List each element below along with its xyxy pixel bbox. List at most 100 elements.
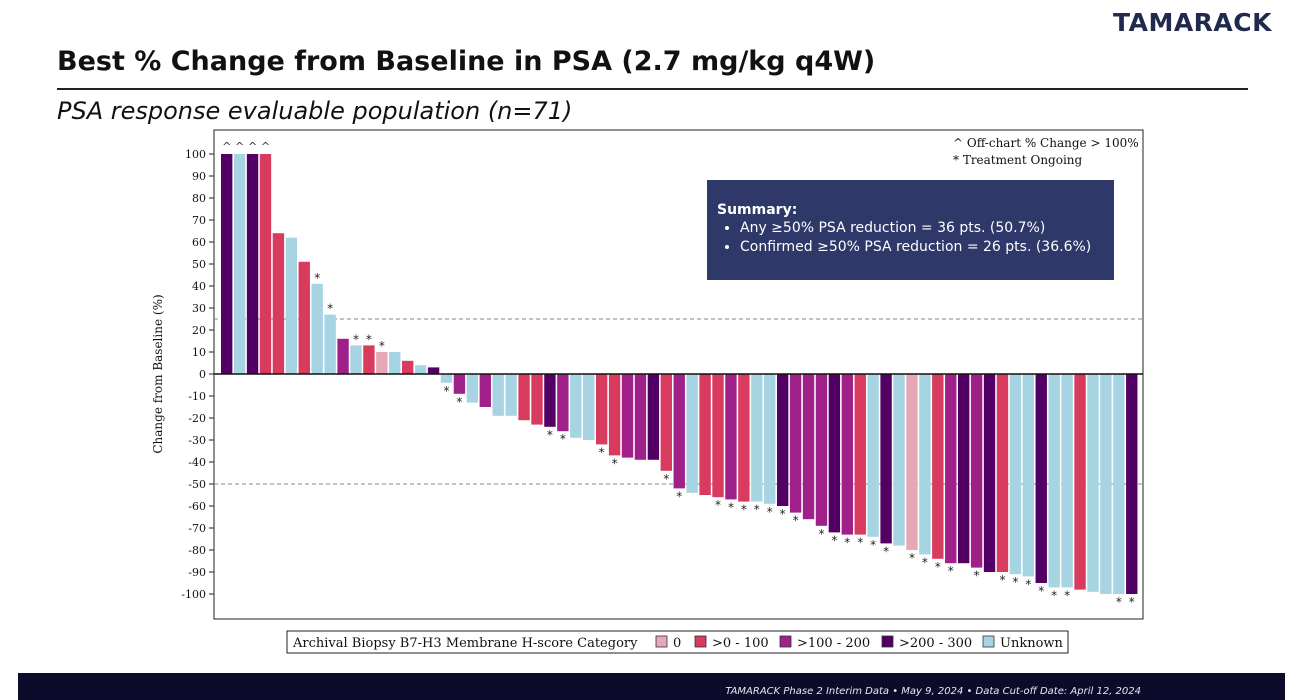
legend-swatch — [779, 635, 792, 648]
summary-bullet-any-reduction: Any ≥50% PSA reduction = 36 pts. (50.7%) — [740, 219, 1114, 238]
ongoing-marker: * — [818, 527, 824, 541]
bar — [867, 374, 879, 537]
bar — [1087, 374, 1099, 592]
legend-swatch — [982, 635, 995, 648]
ongoing-marker: * — [366, 332, 372, 346]
ongoing-marker: * — [456, 395, 462, 409]
ongoing-marker: * — [353, 332, 359, 346]
bar — [1074, 374, 1086, 590]
legend-label: 0 — [673, 636, 681, 651]
ongoing-marker: * — [327, 302, 333, 316]
bar — [595, 374, 608, 445]
ongoing-marker: * — [1038, 584, 1044, 598]
bar — [880, 374, 892, 544]
ongoing-marker: * — [754, 503, 760, 517]
bar — [414, 365, 427, 374]
bar — [815, 374, 828, 526]
bar — [970, 374, 983, 568]
bar — [1126, 374, 1138, 594]
legend-label: >200 - 300 — [899, 636, 972, 651]
ongoing-marker: * — [935, 560, 941, 574]
bar — [1009, 374, 1022, 575]
y-tick-label: -20 — [188, 412, 206, 425]
bar — [233, 154, 246, 374]
bar — [789, 374, 802, 513]
y-tick-label: -30 — [188, 434, 206, 447]
summary-heading: Summary: — [717, 202, 798, 218]
bar — [660, 374, 672, 471]
off-chart-marker: ^ — [222, 140, 231, 153]
bar — [583, 374, 595, 440]
bar — [570, 374, 582, 438]
bar — [298, 261, 310, 374]
slide-subtitle: PSA response evaluable population (n=71) — [57, 97, 573, 125]
bar — [621, 374, 634, 458]
ongoing-marker: * — [314, 271, 320, 285]
bar — [402, 360, 414, 374]
company-logo: TAMARACK — [1112, 8, 1272, 37]
ongoing-marker: * — [831, 533, 837, 547]
ongoing-marker: * — [883, 544, 889, 558]
bar — [802, 374, 815, 520]
y-tick-label: 60 — [192, 236, 206, 249]
bar — [285, 237, 298, 374]
summary-bullet-confirmed-reduction: Confirmed ≥50% PSA reduction = 26 pts. (… — [740, 238, 1114, 257]
ongoing-marker: * — [1025, 577, 1031, 591]
bar — [673, 374, 685, 489]
y-tick-label: -80 — [188, 544, 206, 557]
bar — [1061, 374, 1073, 588]
y-tick-label: -60 — [188, 500, 206, 513]
legend-label: Unknown — [1000, 636, 1064, 651]
y-tick-label: 70 — [192, 214, 206, 227]
ongoing-marker: * — [612, 456, 618, 470]
bar — [531, 374, 543, 425]
summary-list: Any ≥50% PSA reduction = 36 pts. (50.7%)… — [717, 219, 1114, 257]
bar — [957, 374, 970, 564]
y-tick-label: 40 — [192, 280, 206, 293]
bar — [350, 345, 362, 374]
chart-note: ^ Off-chart % Change > 100% — [953, 136, 1139, 150]
ongoing-marker: * — [741, 503, 747, 517]
bar — [1048, 374, 1060, 588]
y-tick-label: 10 — [192, 346, 206, 359]
ongoing-marker: * — [728, 500, 734, 514]
ongoing-marker: * — [767, 505, 773, 519]
bar — [647, 374, 660, 460]
y-tick-label: -100 — [181, 588, 206, 601]
ongoing-marker: * — [676, 489, 682, 503]
off-chart-marker: ^ — [235, 140, 244, 153]
bar — [712, 374, 724, 498]
bar — [1100, 374, 1112, 594]
ongoing-marker: * — [870, 538, 876, 552]
y-tick-label: -40 — [188, 456, 206, 469]
ongoing-marker: * — [1116, 595, 1122, 609]
ongoing-marker: * — [780, 507, 786, 521]
bar — [932, 374, 944, 559]
bar — [996, 374, 1009, 572]
bar — [376, 352, 388, 374]
bar — [854, 374, 866, 535]
y-tick-label: 80 — [192, 192, 206, 205]
bar — [841, 374, 853, 535]
bar — [479, 374, 491, 407]
bar — [725, 374, 737, 500]
y-tick-label: 30 — [192, 302, 206, 315]
ongoing-marker: * — [663, 472, 669, 486]
legend-title: Archival Biopsy B7-H3 Membrane H-score C… — [292, 636, 638, 651]
y-tick-label: -10 — [188, 390, 206, 403]
bar — [505, 374, 517, 416]
bar — [427, 367, 440, 374]
ongoing-marker: * — [1051, 588, 1057, 602]
bar — [1113, 374, 1125, 594]
bar — [983, 374, 996, 572]
bar — [311, 283, 323, 374]
y-tick-label: 0 — [199, 368, 206, 381]
bar — [272, 233, 285, 374]
ongoing-marker: * — [857, 536, 863, 550]
footer-text: TAMARACK Phase 2 Interim Data • May 9, 2… — [725, 686, 1141, 697]
legend-box — [286, 630, 1069, 654]
legend-label: >0 - 100 — [712, 636, 769, 651]
bar — [686, 374, 698, 493]
ongoing-marker: * — [379, 339, 385, 353]
